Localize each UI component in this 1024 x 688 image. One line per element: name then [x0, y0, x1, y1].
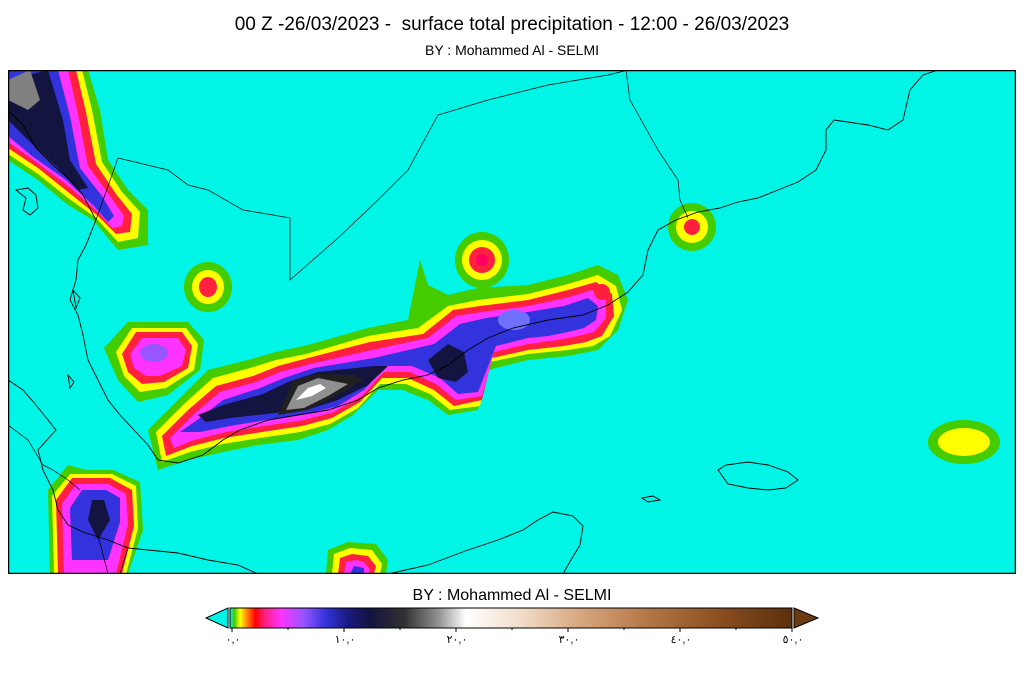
colorbar-left-arrow: [204, 607, 229, 629]
precip-blob-center-north: [455, 232, 509, 288]
precip-blob-small-west: [184, 262, 232, 312]
colorbar-tick-label: ٤٠,٠: [670, 634, 692, 646]
colorbar-tick-label: ١٠,٠: [334, 634, 356, 646]
colorbar-tick-label: ٣٠,٠: [558, 634, 580, 646]
map-border: [8, 70, 1016, 574]
precip-blob-south: [326, 542, 388, 574]
colorbar: [200, 604, 824, 654]
coastlines: [8, 70, 939, 574]
political-borders: [8, 70, 689, 574]
colorbar-tick-label: ٥٠,٠: [782, 634, 804, 646]
colorbar-credit: BY : Mohammed Al - SELMI: [412, 587, 612, 604]
precipitation-map: [8, 70, 1016, 574]
chart-title: 00 Z -26/03/2023 - surface total precipi…: [234, 14, 790, 35]
precip-blob-west: [104, 322, 204, 402]
colorbar-tick-label: ٢٠,٠: [446, 634, 468, 646]
precip-blob-northwest: [8, 70, 148, 250]
precip-band-main: [148, 260, 628, 470]
precip-blob-far-east: [928, 420, 1000, 464]
colorbar-right-arrow: [793, 607, 820, 629]
colorbar-gradient: [229, 607, 793, 629]
colorbar-tick-label: ٠,٠: [225, 634, 241, 646]
precip-blob-southwest: [48, 465, 143, 574]
precip-blob-east-coast: [668, 203, 716, 251]
chart-subtitle: BY : Mohammed Al - SELMI: [424, 42, 600, 58]
